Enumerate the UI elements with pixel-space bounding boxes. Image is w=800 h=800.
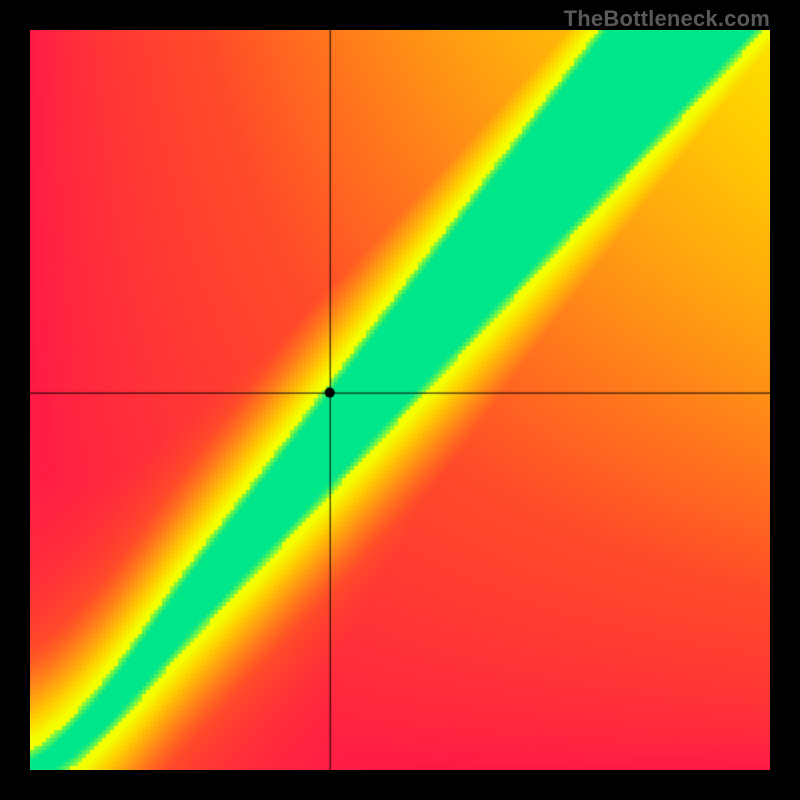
watermark-text: TheBottleneck.com [564,6,770,32]
chart-frame: TheBottleneck.com [0,0,800,800]
heatmap-canvas [30,30,770,770]
plot-area [30,30,770,770]
